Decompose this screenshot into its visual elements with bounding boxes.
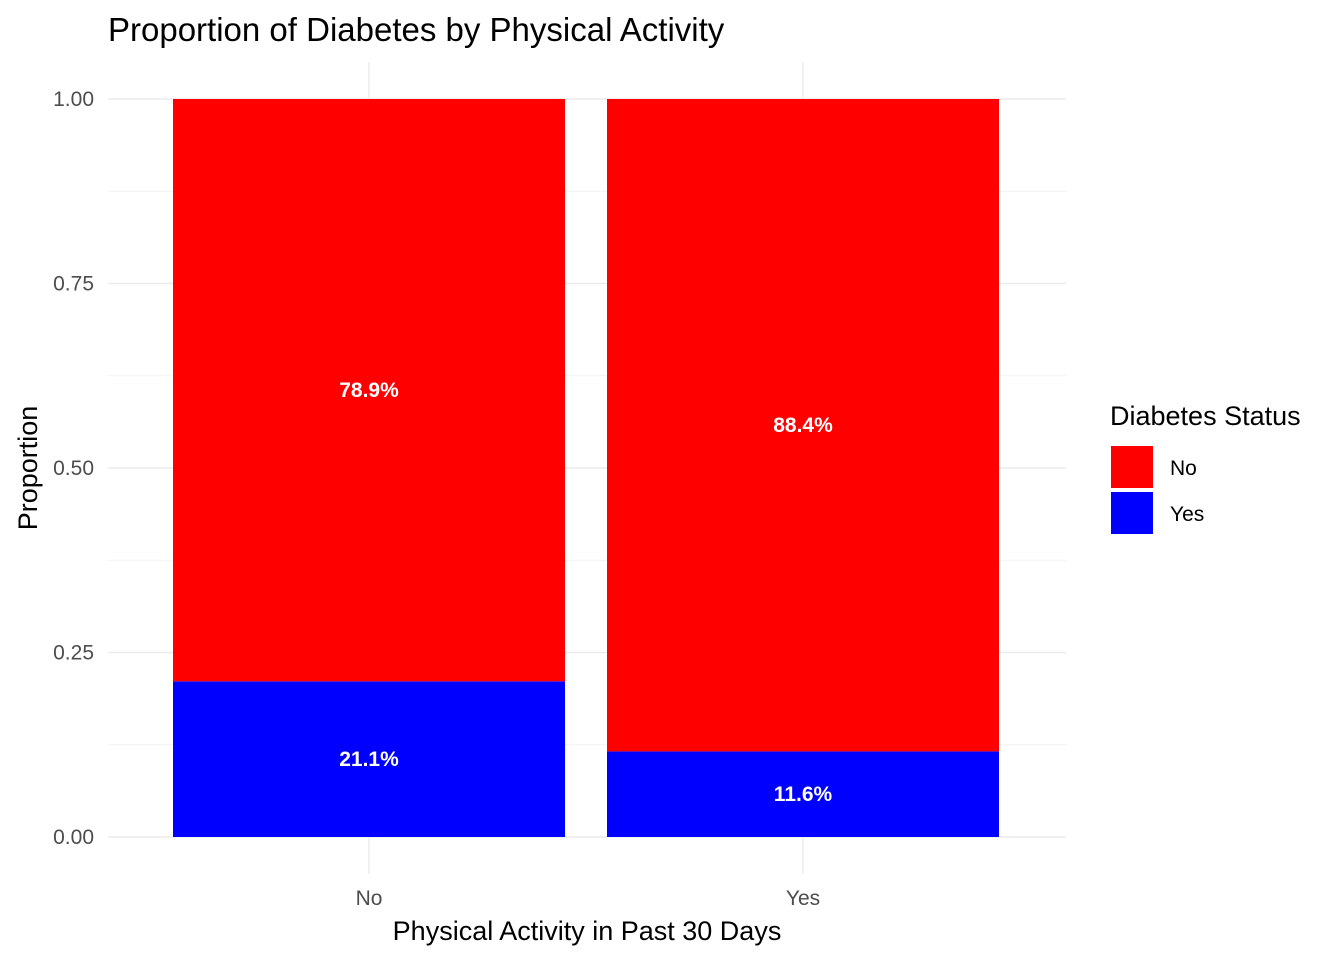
y-tick-label: 0.50 <box>53 457 94 480</box>
y-tick-label: 1.00 <box>53 88 94 111</box>
x-tick-label: Yes <box>786 887 820 910</box>
x-axis-ticks: No Yes <box>356 887 821 910</box>
y-axis-title: Proportion <box>13 406 43 531</box>
x-tick-label: No <box>356 887 383 910</box>
bar-yes-yes <box>607 751 999 837</box>
data-label-no-yes: 21.1% <box>339 748 399 771</box>
bar-yes-no <box>607 99 999 752</box>
legend-title: Diabetes Status <box>1110 401 1301 431</box>
bars <box>173 99 999 837</box>
bar-no-yes <box>173 681 565 837</box>
data-label-yes-no: 88.4% <box>773 414 833 437</box>
x-axis-title: Physical Activity in Past 30 Days <box>393 916 782 946</box>
y-axis-ticks: 0.00 0.25 0.50 0.75 1.00 <box>53 88 94 849</box>
y-tick-label: 0.75 <box>53 273 94 296</box>
chart-title: Proportion of Diabetes by Physical Activ… <box>108 11 725 48</box>
legend-label-yes: Yes <box>1170 503 1204 526</box>
legend: Diabetes Status No Yes <box>1110 401 1301 534</box>
y-tick-label: 0.25 <box>53 642 94 665</box>
data-label-no-no: 78.9% <box>339 379 399 402</box>
bar-labels: 21.1% 78.9% 11.6% 88.4% <box>339 379 833 806</box>
legend-key-yes <box>1111 492 1153 534</box>
y-tick-label: 0.00 <box>53 826 94 849</box>
data-label-yes-yes: 11.6% <box>774 783 833 806</box>
legend-label-no: No <box>1170 457 1197 480</box>
bar-no-no <box>173 99 565 682</box>
legend-key-no <box>1111 446 1153 488</box>
